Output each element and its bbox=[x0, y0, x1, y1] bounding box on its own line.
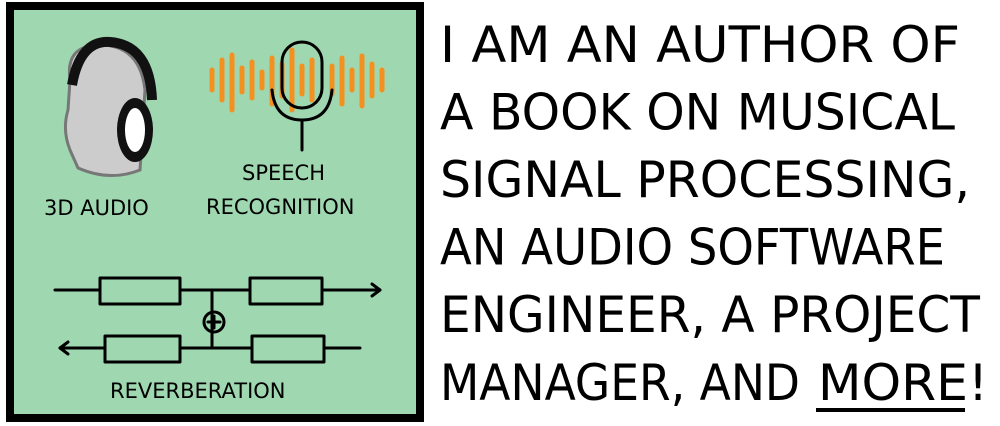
text-line: MANAGER, AND bbox=[440, 354, 800, 412]
text-line: I AM AN AUTHOR OF bbox=[440, 16, 960, 74]
statement: I AM AN AUTHOR OF A BOOK ON MUSICAL SIGNAL… bbox=[440, 16, 980, 344]
text-line: A BOOK ON MUSICAL bbox=[440, 84, 955, 142]
headphones-icon bbox=[63, 36, 157, 178]
label: SPEECH bbox=[242, 161, 325, 185]
text-end: ! bbox=[968, 354, 988, 412]
label: RECOGNITION bbox=[206, 195, 355, 219]
reverb-diagram bbox=[53, 276, 382, 364]
emphasis: MORE bbox=[818, 354, 968, 412]
label: REVERBERATION bbox=[110, 379, 286, 403]
microphone-icon bbox=[270, 40, 334, 152]
text-line: AN AUDIO SOFTWARE bbox=[440, 219, 945, 277]
text-line: SIGNAL PROCESSING, bbox=[440, 151, 970, 209]
text-line: ENGINEER, A PROJECT bbox=[440, 286, 980, 344]
label: 3D AUDIO bbox=[44, 196, 149, 220]
